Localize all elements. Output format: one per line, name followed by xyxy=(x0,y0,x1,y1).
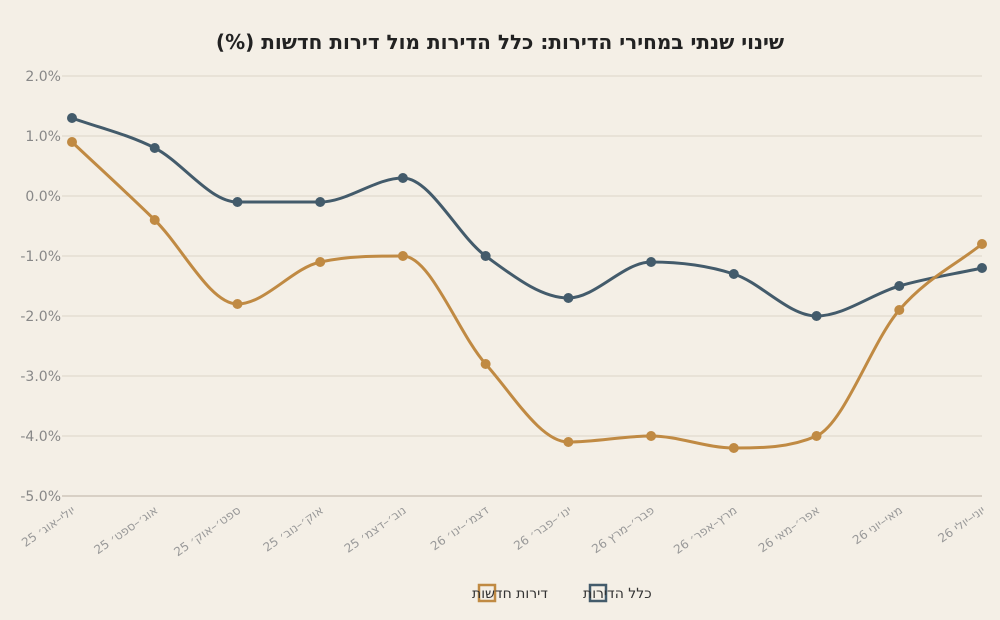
x-tick-label: יוני–יולי 26 xyxy=(935,503,987,545)
series-2 xyxy=(67,137,987,453)
y-tick-label: 2.0% xyxy=(25,69,61,85)
data-point xyxy=(397,173,408,183)
data-point xyxy=(315,197,326,207)
y-tick-label: 0.0% xyxy=(25,189,61,205)
x-tick-label: דצמ׳–ינו׳ 26 xyxy=(428,503,492,554)
data-point xyxy=(894,281,905,291)
x-tick-label: מאי–יוני 26 xyxy=(850,503,905,547)
data-point xyxy=(811,311,822,321)
y-tick-label: -5.0% xyxy=(20,489,61,505)
legend[interactable]: כלל הדירות דירות חדשות xyxy=(472,583,652,603)
chart-title: שינוי שנתי במחירי הדירות: כלל הדירות מול… xyxy=(216,30,784,54)
y-tick-label: 1.0% xyxy=(25,129,61,145)
data-point xyxy=(67,113,77,123)
grid xyxy=(62,75,982,497)
data-point xyxy=(480,359,491,369)
data-point xyxy=(977,263,987,273)
x-tick-label: יולי–אוג׳ 25 xyxy=(19,503,78,550)
y-tick-label: -4.0% xyxy=(20,429,61,445)
data-point xyxy=(563,293,574,303)
data-point xyxy=(977,239,987,249)
series-1 xyxy=(67,113,987,321)
y-tick-label: -2.0% xyxy=(20,309,61,325)
series-line xyxy=(70,140,984,450)
x-tick-label: מרץ–אפר׳ 26 xyxy=(671,503,739,557)
x-tick-label: פבר׳–מרץ 26 xyxy=(589,503,657,556)
data-point xyxy=(811,431,822,441)
y-tick-label: -1.0% xyxy=(20,249,61,265)
data-point xyxy=(480,251,491,261)
series-layer xyxy=(67,113,987,453)
x-tick-label: אוג׳–ספט׳ 25 xyxy=(91,503,160,557)
legend-swatch xyxy=(588,583,608,603)
data-point xyxy=(315,257,326,267)
legend-label: דירות חדשות xyxy=(472,586,548,602)
data-point xyxy=(397,251,408,261)
data-point xyxy=(232,197,243,207)
data-point xyxy=(728,443,739,453)
data-point xyxy=(232,299,243,309)
y-axis: 2.0% 1.0% 0.0% -1.0% -2.0% -3.0% -4.0% -5.0% xyxy=(20,69,61,505)
x-tick-label: אפר׳–מאי 26 xyxy=(756,503,822,555)
data-point xyxy=(646,257,657,267)
data-point xyxy=(149,143,160,153)
legend-swatch xyxy=(477,583,497,603)
legend-item[interactable]: כלל הדירות xyxy=(583,583,652,603)
data-point xyxy=(67,137,77,147)
x-tick-label: אוק׳–נוב׳ 25 xyxy=(261,503,326,555)
x-tick-label: ינו׳–פבר׳ 26 xyxy=(511,503,574,553)
data-point xyxy=(728,269,739,279)
legend-item[interactable]: דירות חדשות xyxy=(472,583,548,603)
data-point xyxy=(563,437,574,447)
y-tick-label: -3.0% xyxy=(20,369,61,385)
data-point xyxy=(894,305,905,315)
data-point xyxy=(149,215,160,225)
legend-label: כלל הדירות xyxy=(583,586,652,602)
x-tick-label: נוב׳–דצמ׳ 25 xyxy=(342,503,409,556)
data-point xyxy=(646,431,657,441)
x-tick-label: ספט׳–אוק׳ 25 xyxy=(171,503,243,559)
